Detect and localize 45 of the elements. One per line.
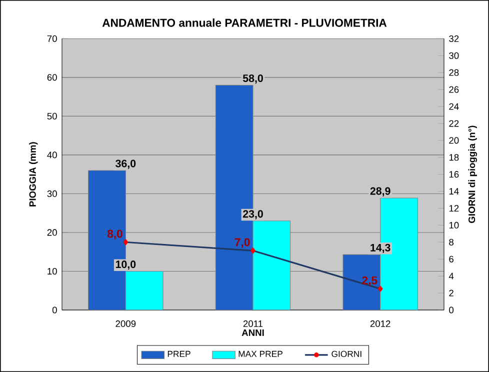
x-tick-label: 2011 xyxy=(243,320,263,327)
bar xyxy=(342,254,381,310)
y2-axis-title: GIORNI di pioggia (n°) xyxy=(468,126,477,224)
y2-tick-label: 30 xyxy=(449,52,459,59)
data-label: 8,0 xyxy=(107,230,122,240)
y2-tick-label: 0 xyxy=(449,306,454,314)
y-tick-label: 60 xyxy=(47,74,57,81)
legend-label: PREP xyxy=(168,350,190,357)
data-label: 58,0 xyxy=(242,74,263,84)
data-label: 36,0 xyxy=(116,160,136,169)
data-label: 28,9 xyxy=(370,187,390,196)
x-tick-label: 2009 xyxy=(116,320,136,327)
data-label: 10,0 xyxy=(116,260,136,270)
y2-tick-label: 32 xyxy=(449,35,459,42)
y-tick-label: 30 xyxy=(47,190,57,198)
y2-tick-label: 2 xyxy=(449,290,454,296)
y2-tick-label: 14 xyxy=(449,188,459,194)
x-axis-title: ANNI xyxy=(242,330,264,336)
y-tick-label: 70 xyxy=(47,35,57,42)
y2-tick-label: 16 xyxy=(449,171,459,178)
y2-tick-label: 6 xyxy=(449,256,454,262)
y2-tick-label: 26 xyxy=(449,86,459,93)
y-tick-label: 10 xyxy=(48,268,57,275)
legend-label: MAX PREP xyxy=(238,350,282,357)
legend-label: GIORNI xyxy=(332,350,362,358)
y2-tick-label: 4 xyxy=(448,272,454,280)
y-tick-label: 40 xyxy=(47,152,57,158)
y2-tick-label: 24 xyxy=(449,103,459,110)
y-axis-title: PIOGGIA (mm) xyxy=(29,142,38,206)
y2-tick-label: 8 xyxy=(449,238,454,246)
chart-title: ANDAMENTO annuale PARAMETRI - PLUVIOMETRIA xyxy=(102,18,387,27)
data-label: 23,0 xyxy=(242,210,263,220)
x-tick-label: 2012 xyxy=(370,320,390,327)
data-label: 7,0 xyxy=(234,238,250,248)
data-label: 2,5 xyxy=(362,276,378,286)
data-label: 14,3 xyxy=(370,244,390,253)
y2-tick-label: 22 xyxy=(449,120,459,127)
y2-tick-label: 28 xyxy=(449,69,459,76)
y2-tick-label: 20 xyxy=(449,137,459,144)
y-tick-label: 0 xyxy=(52,306,57,314)
y2-tick-label: 12 xyxy=(449,205,459,212)
y2-tick-label: 10 xyxy=(449,222,459,229)
y2-tick-label: 18 xyxy=(449,154,459,161)
y-tick-label: 50 xyxy=(47,112,57,120)
y-tick-label: 20 xyxy=(47,229,57,236)
